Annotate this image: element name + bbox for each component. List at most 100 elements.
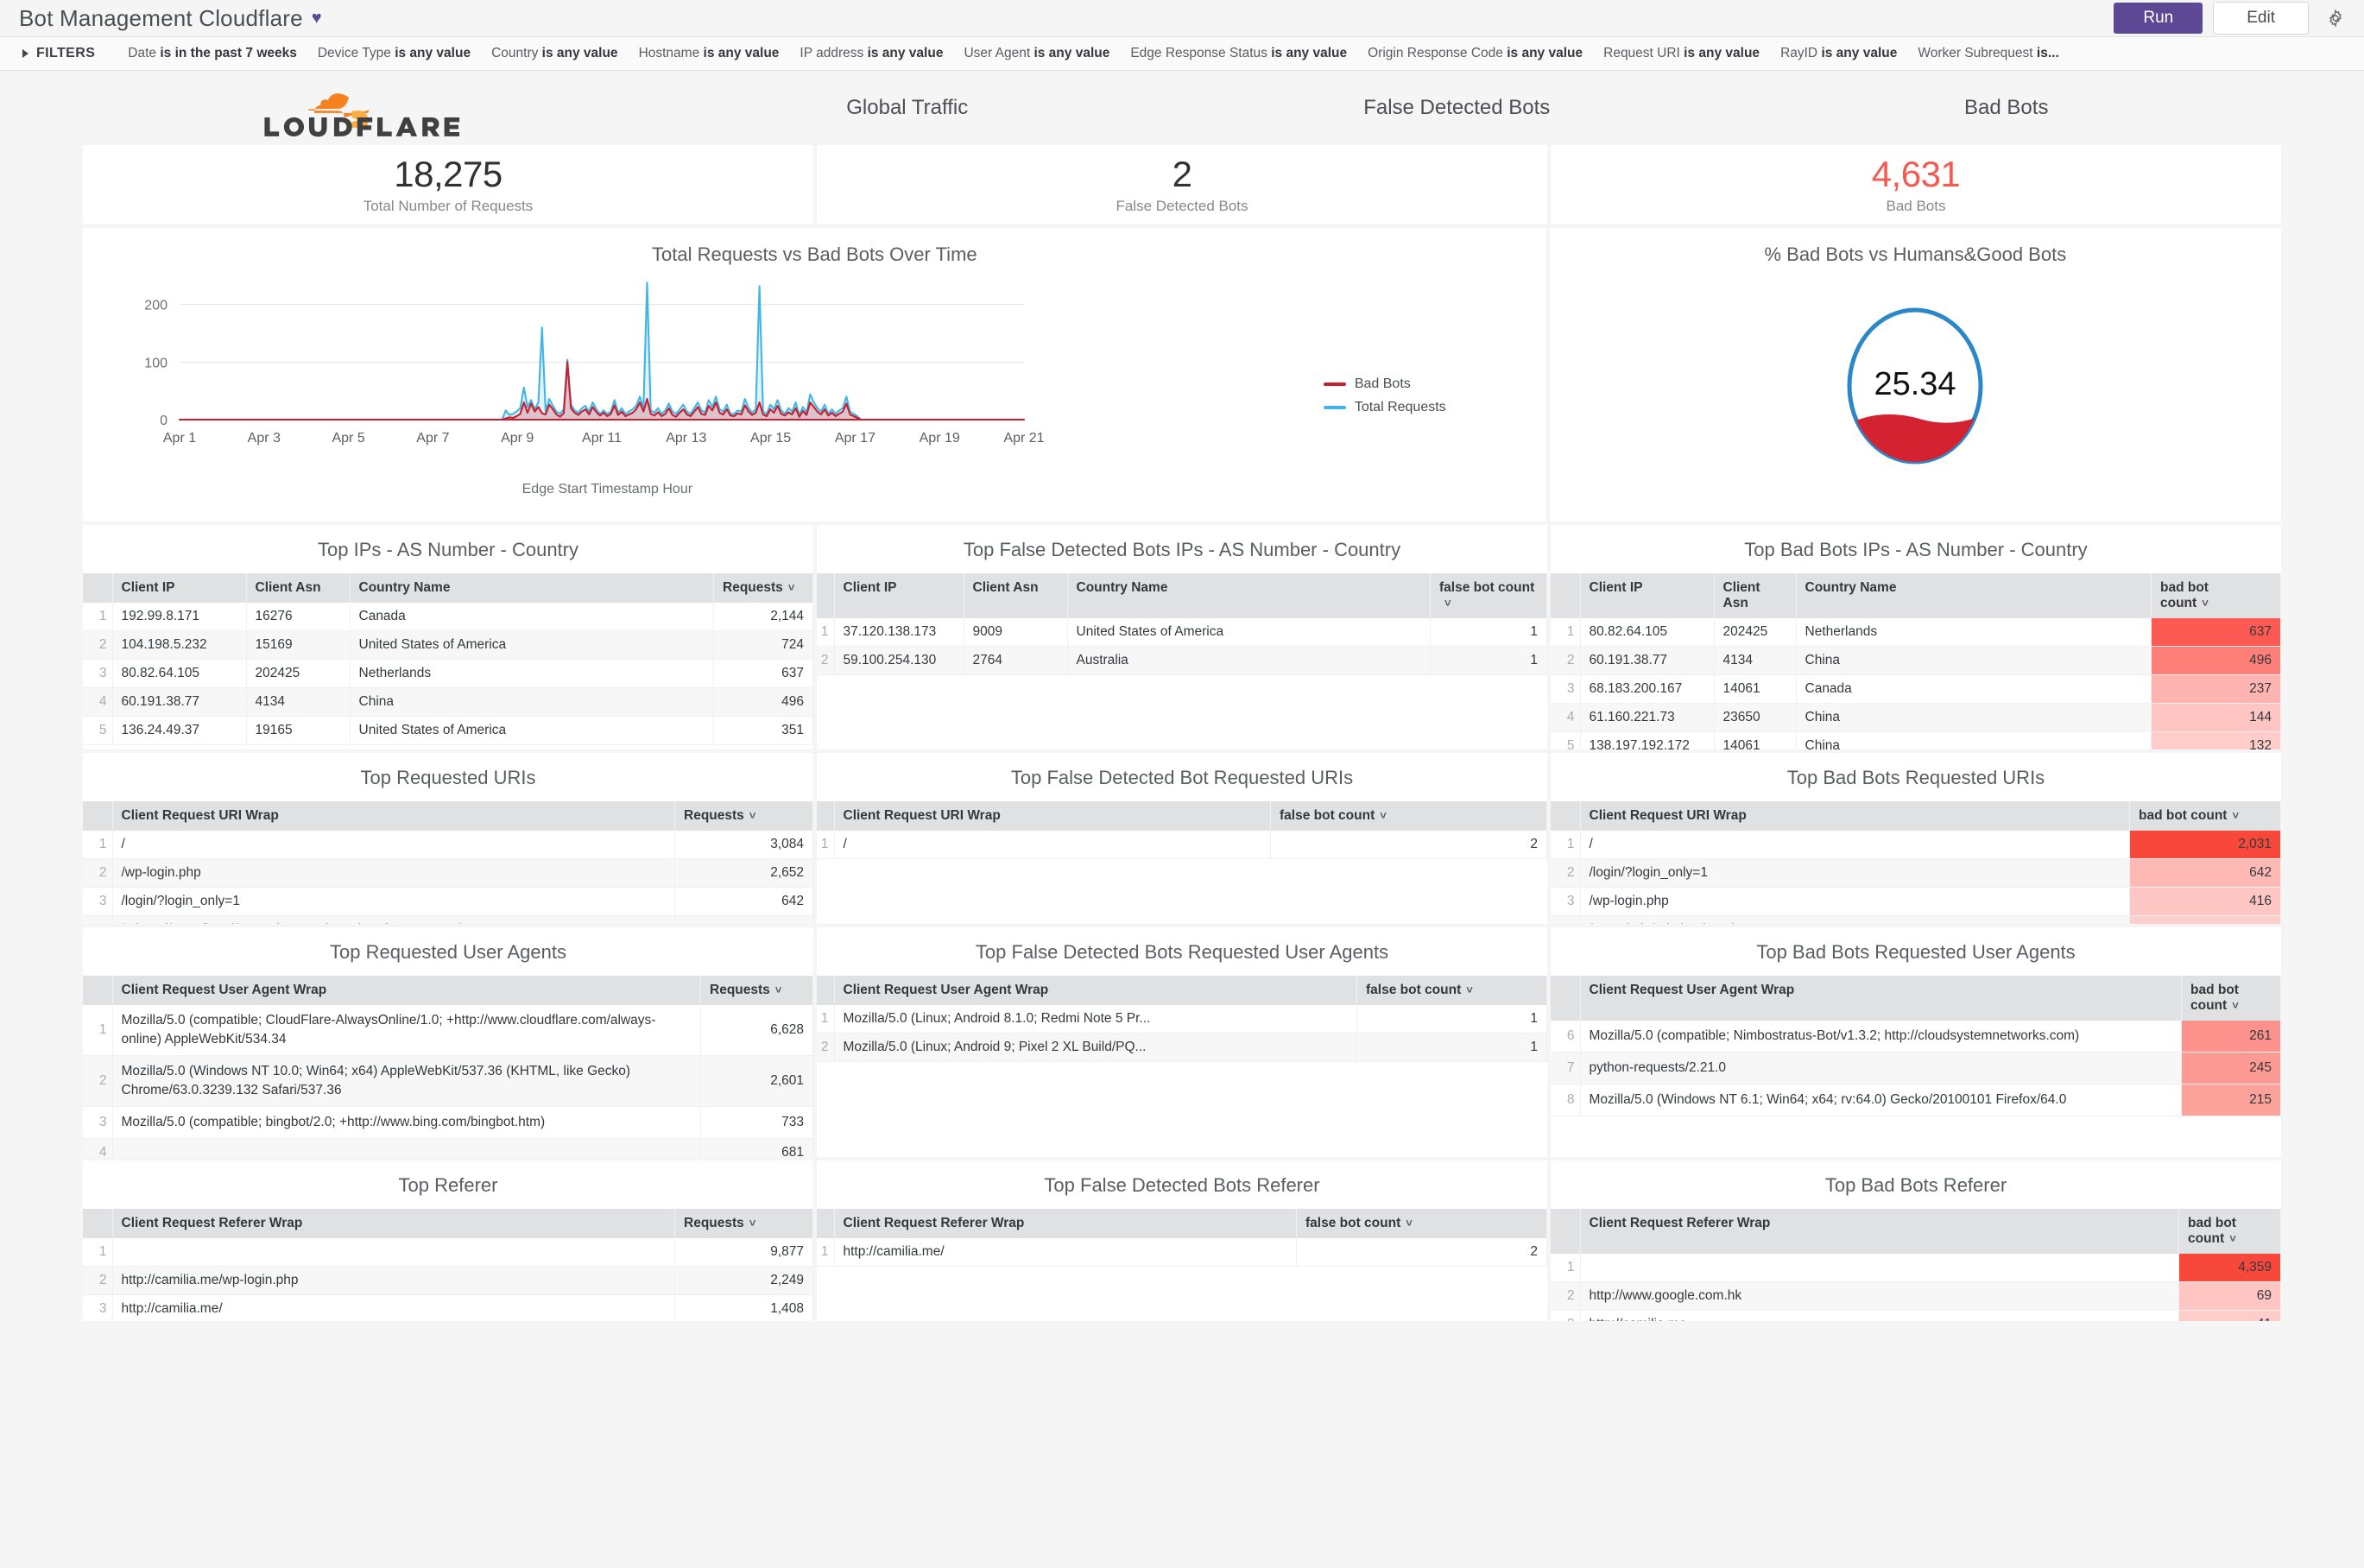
table-row[interactable]: 4 60.191.38.77 4134 China 496	[83, 687, 813, 717]
tile-top-ips[interactable]: Top IPs - AS Number - Country Client IP C…	[83, 525, 813, 749]
tile-false-uas[interactable]: Top False Detected Bots Requested User A…	[817, 927, 1547, 1157]
filter-item-8[interactable]: Request URI is any value	[1603, 46, 1760, 61]
sort-caret-icon[interactable]: ˅	[749, 809, 756, 822]
legend-item-total-requests[interactable]: Total Requests	[1323, 400, 1446, 415]
table-header-cell[interactable]: false bot count˅	[1430, 573, 1547, 618]
table-row[interactable]: 1 80.82.64.105 202425 Netherlands 637	[1551, 618, 2281, 647]
table-header-cell[interactable]: Client Request User Agent Wrap	[112, 976, 701, 1005]
table-header-cell[interactable]: false bot count˅	[1296, 1209, 1547, 1238]
table-header-cell[interactable]: Client Request User Agent Wrap	[1580, 976, 2182, 1021]
table-row[interactable]: 2 http://camilia.me/wp-login.php 2,249	[83, 1266, 813, 1295]
legend-item-bad-bots[interactable]: Bad Bots	[1323, 376, 1446, 392]
table-row[interactable]: 3 http://camilia.me/1,408	[83, 1294, 813, 1321]
table-header-cell[interactable]: bad bot count ˅	[2178, 1209, 2281, 1254]
table-row[interactable]: 4/cdn-cgi/apps/head/xVgyKhR-vV3dAUGhMqfB…	[83, 915, 813, 924]
table-row[interactable]: 8 Mozilla/5.0 (Windows NT 6.1; Win64; x64…	[1551, 1084, 2281, 1116]
data-table[interactable]: Client Request URI Wrap bad bot count ˅ 1/2…	[1551, 801, 2281, 924]
filter-item-9[interactable]: RayID is any value	[1780, 46, 1897, 61]
data-table[interactable]: Client Request Referer Wrap bad bot count ˅…	[1551, 1209, 2281, 1321]
filter-item-0[interactable]: Date is in the past 7 weeks	[128, 46, 297, 61]
data-table[interactable]: Client IP Client Asn Country Name Requests ˅…	[83, 573, 813, 745]
table-row[interactable]: 2 http://www.google.com.hk 69	[1551, 1281, 2281, 1311]
data-table[interactable]: Client IP Client Asn Country Name bad bot cou…	[1551, 573, 2281, 749]
tile-false-referer[interactable]: Top False Detected Bots Referer Client R…	[817, 1160, 1547, 1321]
table-header-cell[interactable]: Client Asn	[1714, 573, 1797, 618]
filters-toggle[interactable]: FILTERS	[22, 46, 95, 61]
table-row[interactable]: 1 192.99.8.171 16276 Canada 2,144	[83, 603, 813, 631]
data-table[interactable]: Client Request User Agent Wrap Requests ˅ 1…	[83, 976, 813, 1157]
table-row[interactable]: 2/wp-login.php 2,652	[83, 858, 813, 888]
table-row[interactable]: 3 68.183.200.167 14061 Canada 237	[1551, 674, 2281, 704]
table-header-cell[interactable]: Client IP	[1580, 573, 1715, 618]
gauge-tile[interactable]: % Bad Bots vs Humans&Good Bots 25.34	[1549, 228, 2281, 522]
edit-button[interactable]: Edit	[2213, 2, 2309, 35]
table-header-cell[interactable]: Requests ˅	[713, 573, 813, 603]
table-header-cell[interactable]: Requests ˅	[700, 976, 813, 1005]
table-row[interactable]: 4/wp-admin/admin-ajax.php243	[1551, 915, 2281, 924]
table-row[interactable]: 2 Mozilla/5.0 (Windows NT 10.0; Win64; x6…	[83, 1055, 813, 1107]
table-header-cell[interactable]: Client Request Referer Wrap	[834, 1209, 1297, 1238]
table-header-cell[interactable]: Client Request User Agent Wrap	[834, 976, 1357, 1005]
data-table[interactable]: Client Request Referer Wrap Requests ˅ 1 9,8…	[83, 1209, 813, 1321]
sort-caret-icon[interactable]: ˅	[787, 581, 795, 594]
table-row[interactable]: 1 Mozilla/5.0 (compatible; CloudFlare-Alw…	[83, 1005, 813, 1056]
table-row[interactable]: 4 681	[83, 1138, 813, 1157]
tile-bad-uris[interactable]: Top Bad Bots Requested URIs Client Reque…	[1551, 753, 2281, 924]
table-header-cell[interactable]: Client Asn	[964, 573, 1068, 618]
sort-caret-icon[interactable]: ˅	[1380, 809, 1387, 822]
table-header-cell[interactable]: Client Asn	[246, 573, 351, 603]
table-header-cell[interactable]: bad bot count ˅	[2151, 573, 2281, 618]
table-header-cell[interactable]: Country Name	[350, 573, 714, 603]
sort-caret-icon[interactable]: ˅	[2232, 809, 2240, 822]
sort-caret-icon[interactable]: ˅	[2232, 999, 2239, 1012]
table-header-cell[interactable]: false bot count˅	[1270, 801, 1547, 831]
table-header-cell[interactable]: Country Name	[1796, 573, 2152, 618]
table-row[interactable]: 5 136.24.49.37 19165 United States of Ameri…	[83, 716, 813, 745]
sort-caret-icon[interactable]: ˅	[1466, 983, 1473, 996]
filter-item-3[interactable]: Hostname is any value	[639, 46, 780, 61]
table-row[interactable]: 1/2,031	[1551, 831, 2281, 859]
table-row[interactable]: 2 60.191.38.77 4134 China 496	[1551, 646, 2281, 675]
table-row[interactable]: 1/3,084	[83, 831, 813, 859]
kpi-false-detected-bots[interactable]: 2 False Detected Bots	[817, 145, 1547, 224]
table-header-cell[interactable]: Country Name	[1067, 573, 1431, 618]
tile-bad-referer[interactable]: Top Bad Bots Referer Client Request Refe…	[1551, 1160, 2281, 1321]
table-header-cell[interactable]: Client Request Referer Wrap	[112, 1209, 675, 1238]
tile-bad-ips[interactable]: Top Bad Bots IPs - AS Number - Country C…	[1551, 525, 2281, 749]
table-header-cell[interactable]: false bot count˅	[1356, 976, 1547, 1005]
table-row[interactable]: 1 Mozilla/5.0 (Linux; Android 8.1.0; Redm…	[817, 1005, 1547, 1034]
tile-false-uris[interactable]: Top False Detected Bot Requested URIs Cl…	[817, 753, 1547, 924]
sort-caret-icon[interactable]: ˅	[749, 1217, 756, 1230]
filter-item-10[interactable]: Worker Subrequest is...	[1918, 46, 2058, 61]
table-header-cell[interactable]: bad bot count ˅	[2181, 976, 2281, 1021]
data-table[interactable]: Client Request URI Wrap false bot count ˅ 1…	[817, 801, 1547, 859]
kpi-bad-bots[interactable]: 4,631 Bad Bots	[1551, 145, 2281, 224]
sort-caret-icon[interactable]: ˅	[2202, 597, 2209, 610]
table-row[interactable]: 2 Mozilla/5.0 (Linux; Android 9; Pixel 2 …	[817, 1033, 1547, 1062]
table-row[interactable]: 1 37.120.138.173 9009 United States of Amer…	[817, 618, 1547, 647]
table-header-cell[interactable]: Requests ˅	[674, 1209, 813, 1238]
table-row[interactable]: 2 59.100.254.130 2764 Australia 1	[817, 646, 1547, 675]
table-header-cell[interactable]: Client IP	[834, 573, 964, 618]
table-row[interactable]: 5 138.197.192.172 14061 China 132	[1551, 731, 2281, 749]
filter-item-2[interactable]: Country is any value	[491, 46, 617, 61]
tile-bad-uas[interactable]: Top Bad Bots Requested User Agents Clien…	[1551, 927, 2281, 1157]
table-row[interactable]: 2 104.198.5.232 15169 United States of Amer…	[83, 630, 813, 660]
data-table[interactable]: Client Request Referer Wrap false bot cou…	[817, 1209, 1547, 1267]
table-row[interactable]: 3 Mozilla/5.0 (compatible; bingbot/2.0; +…	[83, 1106, 813, 1139]
sort-caret-icon[interactable]: ˅	[1444, 597, 1451, 610]
sort-caret-icon[interactable]: ˅	[1406, 1217, 1413, 1230]
filter-item-4[interactable]: IP address is any value	[800, 46, 943, 61]
table-row[interactable]: 4 61.160.221.73 23650 China 144	[1551, 703, 2281, 732]
table-row[interactable]: 3/wp-login.php 416	[1551, 887, 2281, 916]
table-row[interactable]: 1/2	[817, 831, 1547, 859]
sort-caret-icon[interactable]: ˅	[774, 983, 782, 996]
filter-item-7[interactable]: Origin Response Code is any value	[1368, 46, 1583, 61]
table-row[interactable]: 1 http://camilia.me/2	[817, 1238, 1547, 1267]
tile-top-uris[interactable]: Top Requested URIs Client Request URI Wr…	[83, 753, 813, 924]
table-header-cell[interactable]: bad bot count ˅	[2129, 801, 2281, 831]
table-row[interactable]: 1 9,877	[83, 1238, 813, 1267]
tile-top-referer[interactable]: Top Referer Client Request Referer Wrap R…	[83, 1160, 813, 1321]
timeseries-chart-tile[interactable]: Total Requests vs Bad Bots Over Time 0 10…	[83, 228, 1546, 522]
